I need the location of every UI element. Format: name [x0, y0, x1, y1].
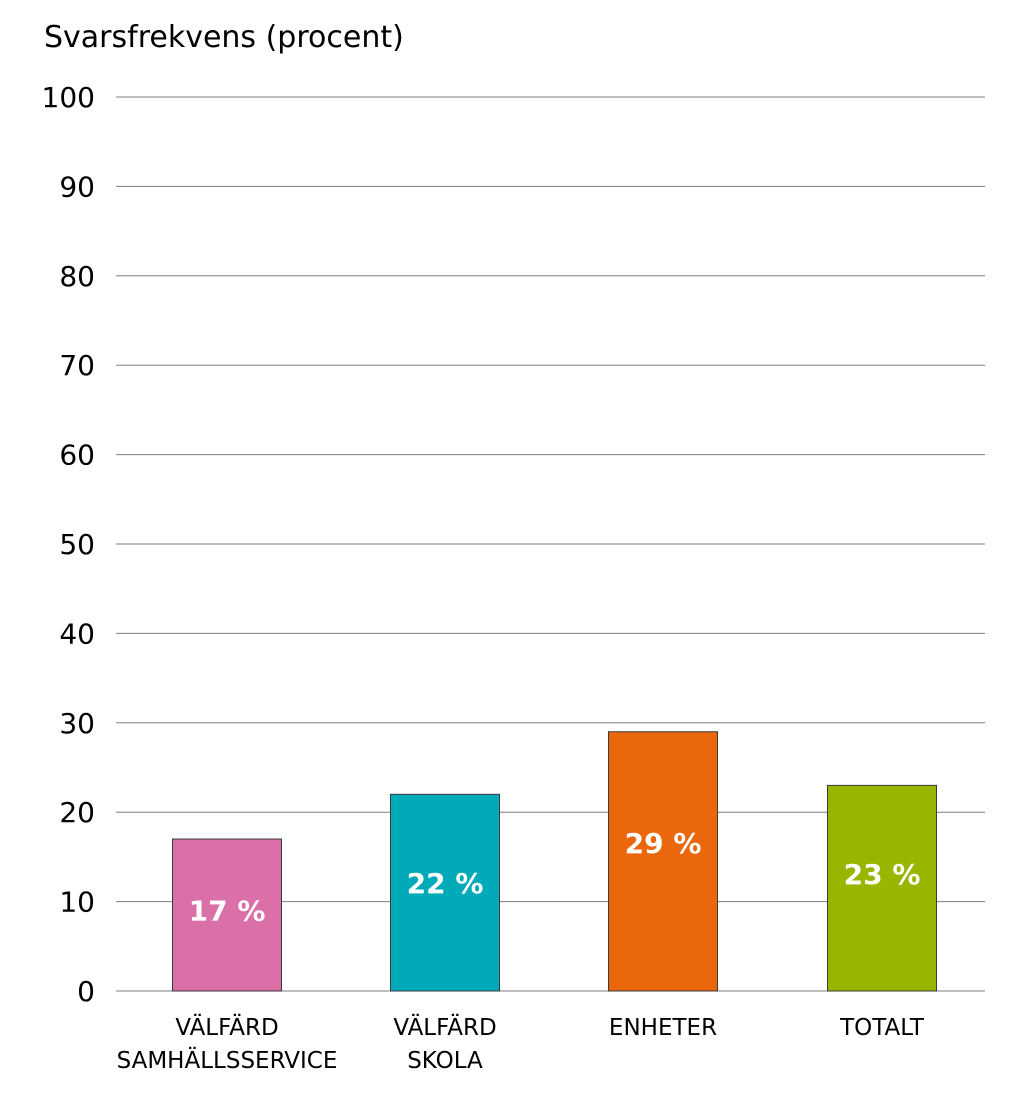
- data-label: 22 %: [407, 867, 484, 900]
- data-label: 17 %: [189, 894, 266, 927]
- x-tick-labels: VÄLFÄRD SAMHÄLLSSERVICE VÄLFÄRD SKOLA ENHETE…: [117, 1013, 925, 1074]
- data-label: 23 %: [844, 858, 921, 891]
- y-tick-label: 40: [59, 617, 95, 650]
- data-label: 29 %: [625, 827, 702, 860]
- y-tick-label: 80: [59, 260, 95, 293]
- bars: [172, 731, 937, 992]
- x-tick-label: SAMHÄLLSSERVICE: [117, 1046, 338, 1074]
- x-tick-label: TOTALT: [839, 1015, 925, 1041]
- y-tick-label: 10: [59, 886, 95, 919]
- y-tick-label: 90: [59, 170, 95, 203]
- y-tick-label: 60: [59, 439, 95, 472]
- bar: [390, 793, 500, 992]
- y-tick-label: 20: [59, 796, 95, 829]
- y-tick-labels: 0 10 20 30 40 50 60 70 80 90 100: [42, 81, 95, 1008]
- x-tick-label: VÄLFÄRD: [175, 1013, 278, 1041]
- x-tick-label: VÄLFÄRD: [393, 1013, 496, 1041]
- y-tick-label: 50: [59, 528, 95, 561]
- y-tick-label: 30: [59, 707, 95, 740]
- data-labels: 17 % 22 % 29 % 23 %: [189, 827, 921, 927]
- bar: [827, 784, 937, 992]
- bar: [608, 731, 718, 992]
- y-tick-label: 100: [42, 81, 95, 114]
- x-tick-label: ENHETER: [609, 1015, 717, 1041]
- y-axis-label: Svarsfrekvens (procent): [44, 20, 404, 55]
- x-tick-label: SKOLA: [407, 1048, 483, 1074]
- bar: [172, 838, 282, 992]
- y-tick-label: 70: [59, 349, 95, 382]
- y-tick-label: 0: [77, 975, 95, 1008]
